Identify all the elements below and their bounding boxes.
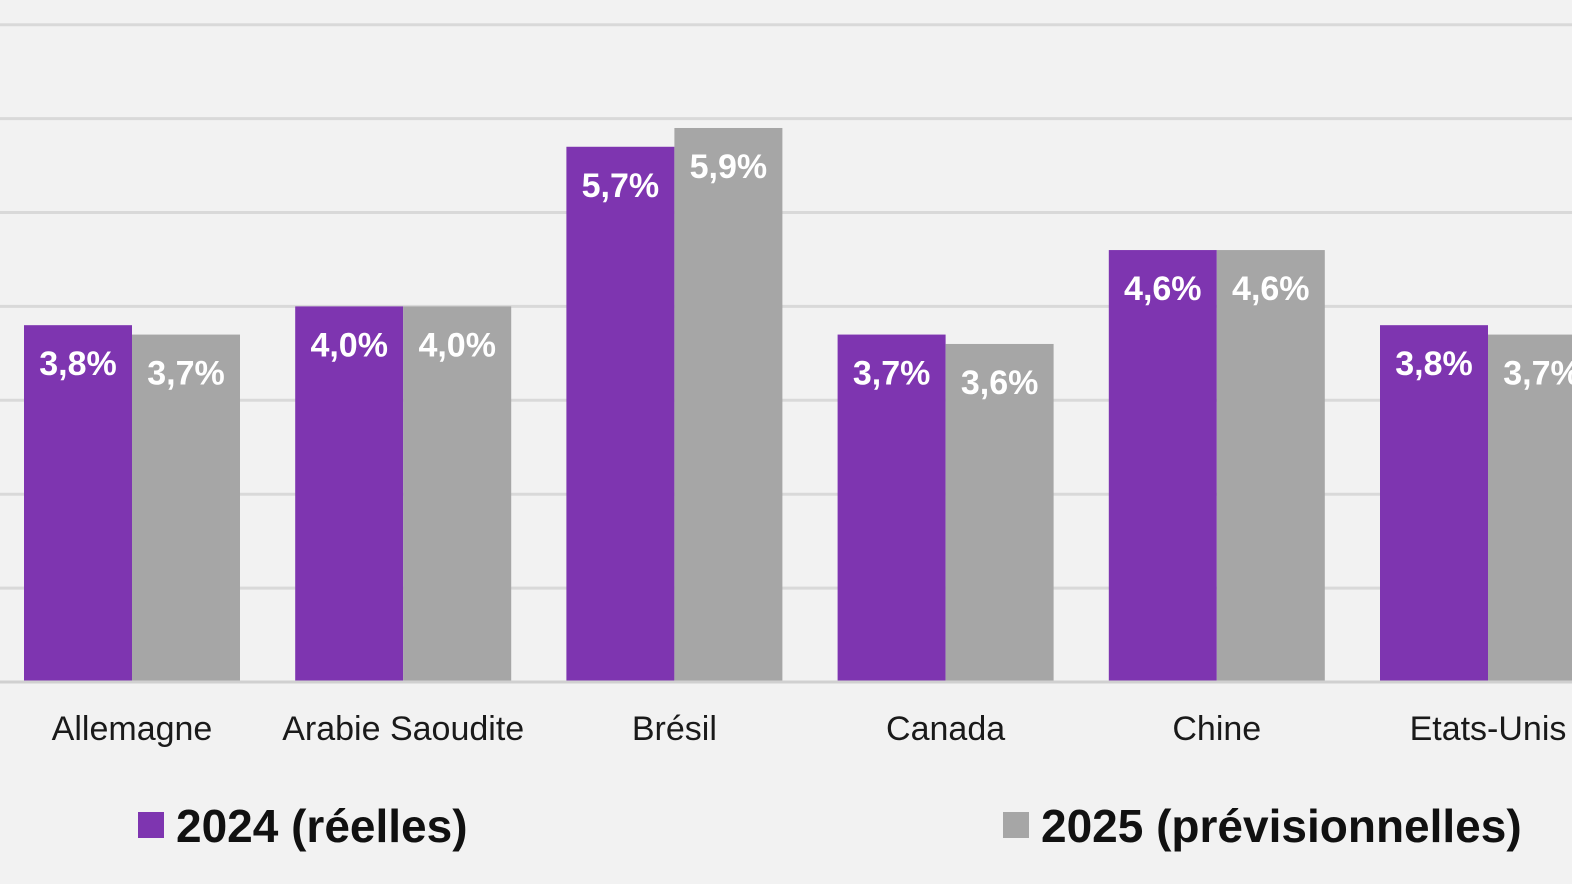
legend-label: 2025 (prévisionnelles) — [1041, 800, 1522, 852]
bar-2024 — [295, 306, 404, 682]
category-label: Arabie Saoudite — [282, 710, 524, 748]
data-labels: 3,8% 3,7% 4,0% 4,0% 5,7% 5,9% 3,7% 3,6% 4,6% 4,6%… — [39, 148, 1572, 402]
bars — [24, 127, 1572, 683]
bar-2025 — [1216, 250, 1325, 682]
data-label: 3,7% — [1503, 355, 1572, 393]
data-label: 5,9% — [690, 148, 768, 186]
category-label: Allemagne — [52, 710, 213, 748]
legend-swatch — [1003, 812, 1029, 838]
data-label: 3,7% — [147, 355, 225, 393]
data-label: 3,7% — [853, 355, 931, 393]
gridlines — [0, 23, 1572, 590]
data-label: 4,0% — [310, 326, 388, 364]
data-label: 3,8% — [39, 345, 117, 383]
bar-2024 — [24, 325, 132, 682]
category-label: Canada — [886, 710, 1005, 748]
bar-2024 — [566, 146, 675, 682]
data-label: 3,6% — [961, 364, 1039, 402]
legend-swatch — [138, 812, 164, 838]
bar-2024 — [837, 334, 946, 682]
bar-2025 — [403, 306, 512, 682]
data-label: 4,0% — [418, 326, 496, 364]
data-label: 5,7% — [582, 167, 660, 205]
category-label: Chine — [1172, 710, 1261, 748]
bar-2024 — [1380, 325, 1488, 682]
data-label: 4,6% — [1124, 270, 1202, 308]
category-labels: Allemagne Arabie Saoudite Brésil Canada Chin… — [52, 710, 1567, 748]
category-label: Brésil — [632, 710, 717, 748]
legend: 2024 (réelles) 2025 (prévisionnelles) — [138, 800, 1522, 852]
legend-label: 2024 (réelles) — [176, 800, 468, 852]
bar-2025 — [674, 127, 783, 683]
data-label: 4,6% — [1232, 270, 1310, 308]
data-label: 3,8% — [1395, 345, 1473, 383]
category-label: Etats-Unis — [1410, 710, 1567, 748]
bar-2024 — [1108, 250, 1217, 682]
bar-2025 — [1488, 334, 1572, 682]
bar-2025 — [945, 343, 1054, 682]
bar-2025 — [132, 334, 240, 682]
